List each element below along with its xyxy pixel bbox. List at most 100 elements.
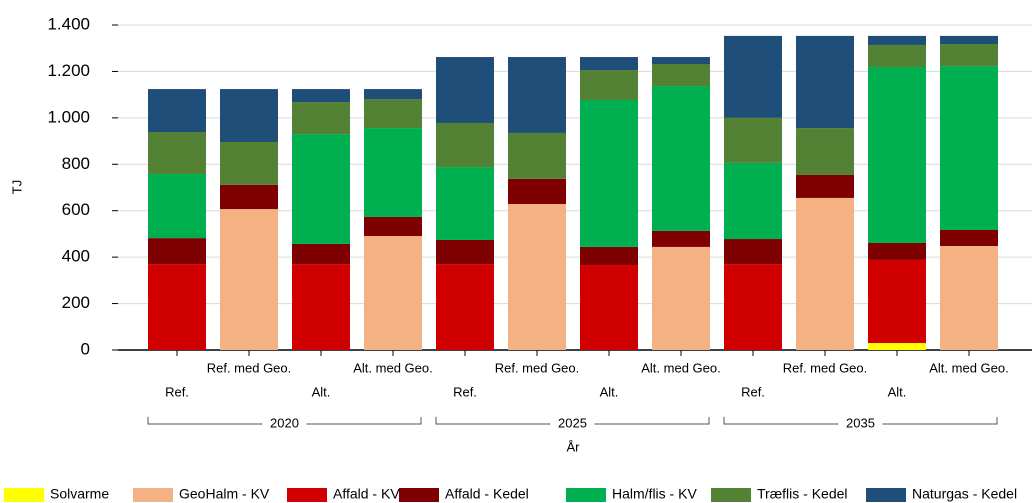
bar-segment [724, 117, 782, 163]
x-tick-label: Alt. [600, 384, 619, 399]
legend-label: Affald - Kedel [445, 486, 529, 502]
bar-segment [436, 122, 494, 168]
bar-segment [724, 264, 782, 350]
bar-segment [580, 70, 638, 100]
bar-segment [868, 343, 926, 350]
group-label: 2020 [270, 415, 299, 430]
bar-segment [436, 264, 494, 350]
y-axis-title: TJ [9, 180, 24, 194]
y-tick-label: 1.400 [47, 14, 90, 33]
bar-segment [292, 134, 350, 244]
legend-swatch [287, 488, 327, 502]
y-tick-label: 0 [81, 339, 90, 358]
y-tick-label: 600 [62, 200, 90, 219]
bar-segment [148, 89, 206, 133]
x-tick-label: Ref. med Geo. [495, 360, 580, 375]
bar-segment [868, 44, 926, 68]
x-tick-label: Alt. [312, 384, 331, 399]
bar-segment [148, 174, 206, 239]
bar-segment [940, 66, 998, 230]
bar-segment [148, 132, 206, 175]
x-tick-label: Alt. [888, 384, 907, 399]
group-label: 2025 [558, 415, 587, 430]
legend-swatch [566, 488, 606, 502]
bar-segment [508, 178, 566, 204]
bar-segment [580, 246, 638, 266]
bar-segment [292, 89, 350, 103]
bar-segment [868, 259, 926, 344]
bar-segment [220, 142, 278, 185]
bar-segment [652, 64, 710, 87]
bar-segment [940, 44, 998, 67]
bar-segment [220, 209, 278, 350]
legend-label: Træflis - Kedel [757, 486, 848, 502]
bar-segment [580, 265, 638, 350]
bar-segment [652, 246, 710, 350]
legend-swatch [866, 488, 906, 502]
bar-segment [508, 132, 566, 179]
bar-segment [652, 86, 710, 231]
bar-segment [508, 203, 566, 350]
bar-segment [364, 89, 422, 100]
bar-segment [292, 102, 350, 135]
x-axis-title: År [567, 439, 581, 454]
bar-segment [940, 229, 998, 246]
y-tick-label: 1.200 [47, 61, 90, 80]
bar-segment [868, 67, 926, 243]
x-tick-label: Ref. med Geo. [783, 360, 868, 375]
y-tick-label: 200 [62, 293, 90, 312]
x-tick-label: Alt. med Geo. [929, 360, 1008, 375]
bar-segment [940, 246, 998, 350]
x-tick-label: Ref. med Geo. [207, 360, 292, 375]
legend-swatch [711, 488, 751, 502]
bar-segment [364, 128, 422, 217]
bar-segment [868, 35, 926, 45]
bar-segment [436, 57, 494, 123]
bar-segment [724, 162, 782, 240]
bar-segment [796, 128, 854, 175]
bar-segment [796, 197, 854, 350]
bar-segment [148, 238, 206, 265]
y-tick-label: 800 [62, 154, 90, 173]
bar-segment [364, 99, 422, 129]
y-tick-label: 1.000 [47, 107, 90, 126]
x-tick-label: Ref. [165, 384, 189, 399]
x-tick-label: Alt. med Geo. [353, 360, 432, 375]
legend-label: Naturgas - Kedel [912, 486, 1017, 502]
bar-segment [724, 35, 782, 118]
bar-segment [148, 264, 206, 350]
bar-segment [580, 99, 638, 247]
legend-swatch [133, 488, 173, 502]
legend-label: Solvarme [50, 486, 109, 502]
bar-segment [652, 230, 710, 247]
bar-segment [940, 35, 998, 45]
y-tick-label: 400 [62, 247, 90, 266]
bar-segment [580, 57, 638, 71]
legend-label: GeoHalm - KV [179, 486, 270, 502]
group-bracket [723, 417, 998, 425]
bar-segment [220, 89, 278, 142]
group-label: 2035 [846, 415, 875, 430]
bar-segment [220, 184, 278, 210]
bar-segment [796, 35, 854, 129]
legend-label: Halm/flis - KV [612, 486, 697, 502]
bar-segment [796, 174, 854, 198]
bar-segment [652, 57, 710, 64]
bar-segment [292, 264, 350, 350]
bar-segment [364, 236, 422, 350]
bar-segment [724, 239, 782, 265]
group-bracket [435, 417, 710, 425]
bar-segment [436, 167, 494, 240]
legend-swatch [399, 488, 439, 502]
legend-label: Affald - KV [333, 486, 400, 502]
x-tick-label: Ref. [741, 384, 765, 399]
bar-segment [868, 242, 926, 260]
x-tick-label: Alt. med Geo. [641, 360, 720, 375]
bar-segment [508, 57, 566, 133]
bar-segment [436, 239, 494, 265]
x-tick-label: Ref. [453, 384, 477, 399]
bar-segment [292, 243, 350, 265]
bar-segment [364, 216, 422, 237]
legend-swatch [4, 488, 44, 502]
